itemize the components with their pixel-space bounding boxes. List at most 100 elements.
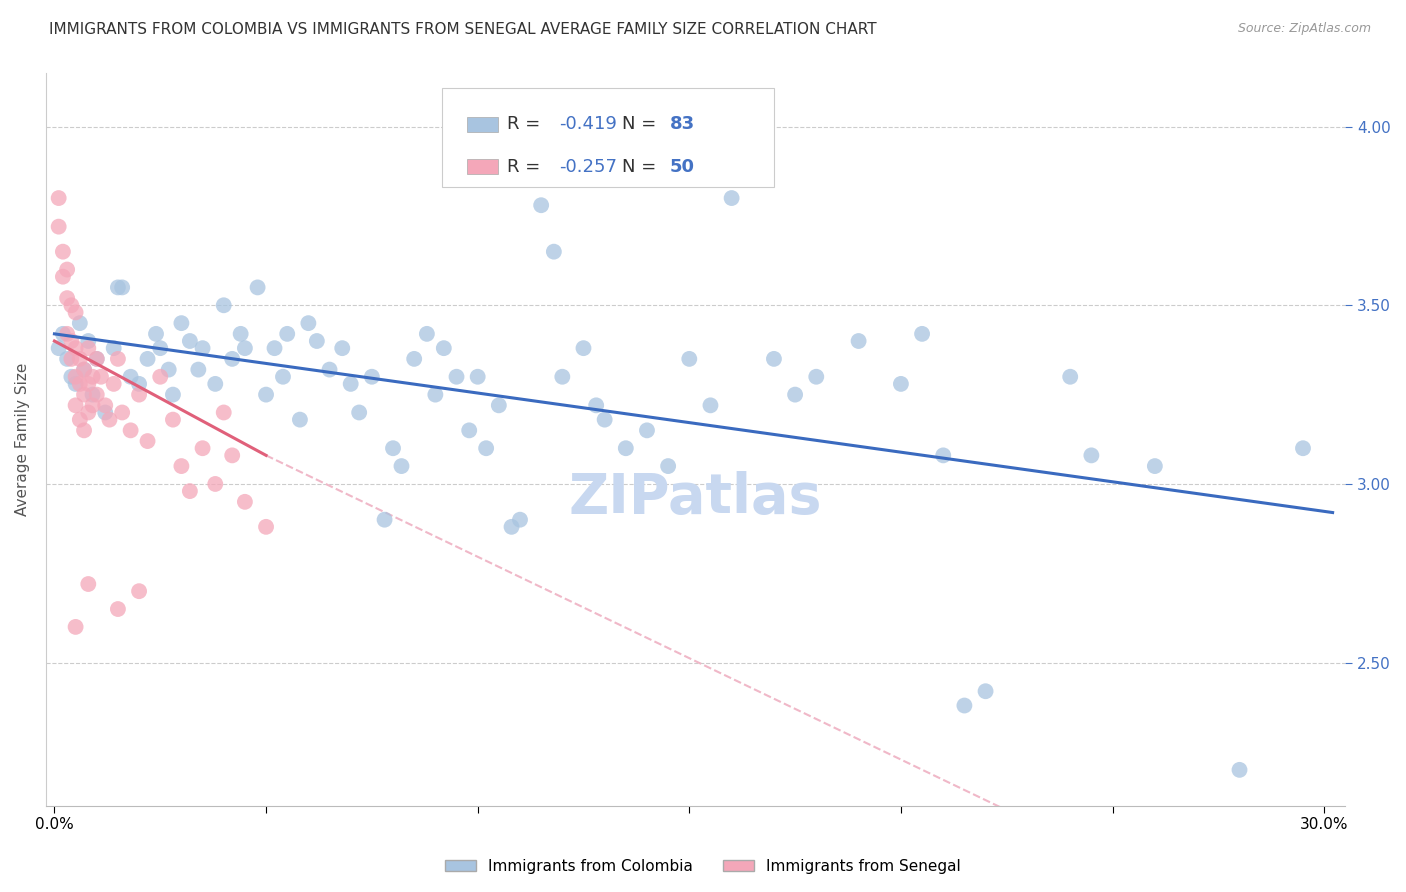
- Point: [1080, 449, 1102, 463]
- Point: [530, 198, 553, 212]
- Point: [82, 398, 104, 412]
- Point: [145, 326, 167, 341]
- Point: [162, 387, 184, 401]
- Point: [911, 326, 934, 341]
- Point: [288, 412, 311, 426]
- Point: [221, 449, 243, 463]
- Point: [187, 362, 209, 376]
- Point: [221, 351, 243, 366]
- Point: [848, 334, 870, 348]
- Point: [1143, 459, 1166, 474]
- Point: [785, 387, 807, 401]
- Point: [69, 412, 91, 426]
- Point: [52, 326, 75, 341]
- Point: [149, 369, 172, 384]
- Point: [1292, 441, 1315, 455]
- Point: [69, 376, 91, 391]
- Point: [82, 369, 104, 384]
- Point: [128, 584, 150, 599]
- Point: [347, 405, 370, 419]
- Point: [73, 362, 96, 376]
- Point: [446, 369, 468, 384]
- Point: [69, 316, 91, 330]
- Point: [65, 376, 87, 391]
- Point: [191, 441, 214, 455]
- Point: [120, 369, 142, 384]
- Point: [458, 423, 481, 437]
- Point: [136, 351, 159, 366]
- Point: [107, 280, 129, 294]
- Point: [246, 280, 269, 294]
- Point: [212, 405, 235, 419]
- Point: [86, 351, 108, 366]
- Point: [488, 398, 510, 412]
- Point: [98, 412, 121, 426]
- Point: [73, 362, 96, 376]
- Point: [806, 369, 828, 384]
- Point: [339, 376, 361, 391]
- Y-axis label: Average Family Size: Average Family Size: [15, 363, 30, 516]
- Point: [699, 398, 721, 412]
- Point: [94, 398, 117, 412]
- Point: [297, 316, 319, 330]
- Point: [762, 351, 785, 366]
- Point: [111, 280, 134, 294]
- Point: [572, 341, 595, 355]
- Point: [90, 369, 112, 384]
- Point: [551, 369, 574, 384]
- Point: [65, 305, 87, 319]
- Point: [932, 449, 955, 463]
- Point: [233, 341, 256, 355]
- Point: [65, 620, 87, 634]
- Point: [48, 219, 70, 234]
- Point: [254, 387, 277, 401]
- Point: [107, 351, 129, 366]
- Point: [52, 269, 75, 284]
- Point: [636, 423, 658, 437]
- Point: [77, 341, 100, 355]
- Point: [157, 362, 180, 376]
- Point: [77, 376, 100, 391]
- Point: [204, 376, 226, 391]
- Point: [120, 423, 142, 437]
- Point: [271, 369, 294, 384]
- Point: [360, 369, 382, 384]
- Point: [128, 387, 150, 401]
- Text: R =: R =: [508, 158, 547, 176]
- Point: [65, 398, 87, 412]
- Point: [305, 334, 328, 348]
- Point: [276, 326, 298, 341]
- Point: [136, 434, 159, 448]
- Point: [56, 351, 79, 366]
- Text: -0.419: -0.419: [560, 115, 617, 134]
- Point: [1229, 763, 1251, 777]
- Point: [69, 351, 91, 366]
- Point: [77, 334, 100, 348]
- Point: [52, 244, 75, 259]
- Point: [467, 369, 489, 384]
- Point: [229, 326, 252, 341]
- Point: [233, 495, 256, 509]
- Point: [212, 298, 235, 312]
- Point: [60, 369, 83, 384]
- Point: [56, 326, 79, 341]
- Point: [593, 412, 616, 426]
- Point: [60, 351, 83, 366]
- Text: N =: N =: [621, 158, 662, 176]
- Point: [94, 405, 117, 419]
- Point: [103, 376, 125, 391]
- Text: -0.257: -0.257: [560, 158, 617, 176]
- Point: [48, 341, 70, 355]
- FancyBboxPatch shape: [467, 160, 498, 174]
- Point: [382, 441, 405, 455]
- Point: [111, 405, 134, 419]
- Point: [86, 387, 108, 401]
- Point: [391, 459, 413, 474]
- Point: [56, 262, 79, 277]
- Point: [318, 362, 340, 376]
- Point: [73, 423, 96, 437]
- Point: [720, 191, 742, 205]
- Point: [60, 334, 83, 348]
- Point: [509, 513, 531, 527]
- Point: [60, 298, 83, 312]
